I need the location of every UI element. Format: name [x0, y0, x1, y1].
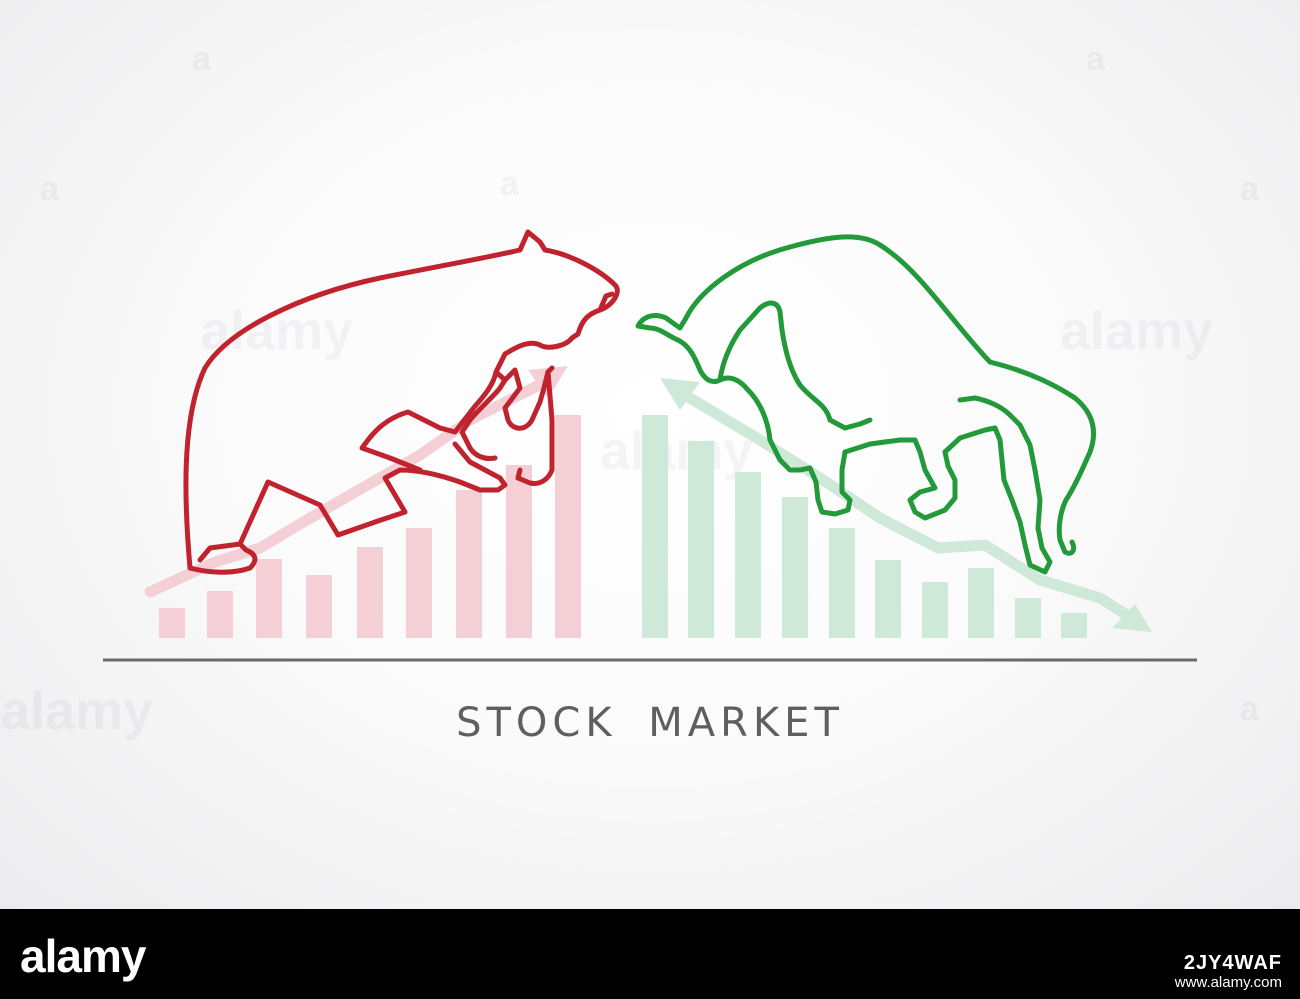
footer-bar: alamy 2JY4WAF www.alamy.com — [0, 909, 1300, 999]
caption-title: STOCK MARKET — [456, 700, 844, 746]
bear-bar — [306, 575, 332, 638]
bull-bar — [782, 497, 808, 638]
bull-bar — [1061, 613, 1087, 638]
bull-bar — [642, 415, 668, 638]
bear-bar — [159, 608, 185, 638]
bull-outline-icon — [635, 234, 1096, 575]
bull-bar — [875, 560, 901, 638]
footer-image-info: 2JY4WAF www.alamy.com — [1175, 953, 1282, 993]
bear-bar — [256, 559, 282, 638]
bull-bar — [829, 528, 855, 638]
bull-bar — [1015, 598, 1041, 638]
footer-url: www.alamy.com — [1174, 974, 1282, 991]
footer-image-id: 2JY4WAF — [1183, 952, 1282, 974]
bull-bar — [688, 441, 714, 638]
bear-bar — [207, 591, 233, 638]
illustration-canvas: a a a a a a a alamy alamy alamy alamy — [0, 0, 1300, 909]
bear-bar — [506, 465, 532, 638]
down-arrow-icon — [660, 378, 1152, 632]
bear-bar — [456, 490, 482, 638]
bear-bull-artwork — [103, 229, 1197, 662]
footer-logo: alamy — [20, 930, 146, 982]
bear-bar — [406, 528, 432, 638]
bull-bar-chart — [642, 415, 1087, 638]
bull-bar — [968, 568, 994, 638]
bear-bar — [555, 415, 581, 638]
bear-bar-chart — [159, 415, 581, 638]
bull-bar — [922, 582, 948, 638]
bear-outline-icon — [183, 229, 620, 575]
bull-bar — [735, 472, 761, 638]
bear-bar — [357, 547, 383, 638]
